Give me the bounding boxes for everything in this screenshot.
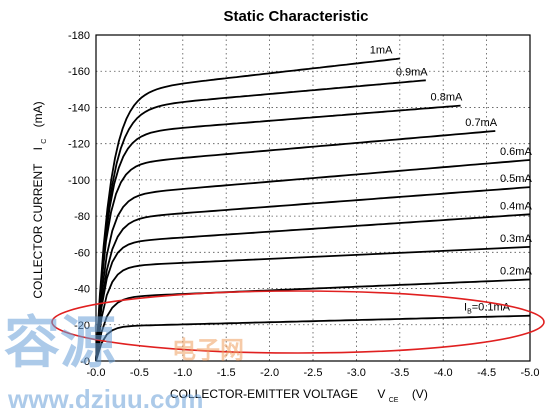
x-axis-symbol: V — [377, 387, 385, 401]
y-axis-title: COLLECTOR CURRENT — [31, 163, 45, 299]
x-axis-title: COLLECTOR-EMITTER VOLTAGE — [170, 387, 358, 401]
y-axis-symbol-sub: C — [41, 139, 48, 144]
grid — [96, 35, 530, 361]
y-axis-symbol: I — [31, 147, 45, 150]
y-tick-label: -160 — [68, 66, 90, 78]
watermark-small-text: 电子网 — [172, 337, 244, 364]
x-tick-label: -3.0 — [347, 367, 366, 379]
x-tick-labels: -0.0 -0.5 -1.0 -1.5 -2.0 -2.5 -3.0 -3.5 -4.0 -4.5… — [87, 367, 540, 379]
y-tick-label: -40 — [74, 284, 90, 296]
y-axis-label: COLLECTOR CURRENT I C (mA) — [31, 101, 49, 298]
curve-1 — [95, 314, 531, 362]
x-tick-label: -4.5 — [477, 367, 496, 379]
curve-label: 0.7mA — [465, 117, 497, 129]
y-tick-label: -140 — [68, 102, 90, 114]
y-tick-label: -20 — [74, 320, 90, 332]
curve-label: 0.6mA — [500, 146, 532, 158]
y-tick-label: -60 — [74, 247, 90, 259]
x-tick-label: -1.0 — [173, 367, 192, 379]
y-tick-label: -0 — [80, 356, 90, 368]
x-tick-label: -0.5 — [130, 367, 149, 379]
chart-title: Static Characteristic — [223, 8, 368, 25]
x-tick-label: -5.0 — [521, 367, 540, 379]
x-tick-label: -2.5 — [304, 367, 323, 379]
watermark-big-text: 容源 — [4, 311, 116, 374]
curve-label: 0.3mA — [500, 233, 532, 245]
curve-label: 1mA — [370, 45, 393, 57]
highlight-ellipse — [51, 290, 545, 354]
y-tick-label: -80 — [74, 211, 90, 223]
curve-4 — [95, 213, 531, 362]
curve-2 — [95, 278, 531, 362]
curve-5 — [95, 186, 531, 362]
curve-3 — [95, 246, 531, 362]
curve-7 — [95, 130, 496, 362]
curve-label: 0.9mA — [396, 66, 428, 78]
curve-6 — [95, 159, 531, 362]
y-tick-label: -100 — [68, 175, 90, 187]
curve-label: 0.2mA — [500, 266, 532, 278]
x-tick-label: -2.0 — [260, 367, 279, 379]
curve-10 — [95, 57, 400, 362]
x-tick-label: -4.0 — [434, 367, 453, 379]
x-tick-label: -3.5 — [390, 367, 409, 379]
y-tick-label: -180 — [68, 30, 90, 42]
curve-label: 0.4mA — [500, 200, 532, 212]
x-axis-label: COLLECTOR-EMITTER VOLTAGE V CE (V) — [170, 387, 428, 405]
curve-label: IB=0.1mA — [464, 302, 511, 316]
y-axis-unit: (mA) — [31, 101, 45, 127]
x-tick-label: -1.5 — [217, 367, 236, 379]
y-tick-labels: -180 -160 -140 -120 -100 -80 -60 -40 -20 -0 — [68, 30, 90, 368]
x-axis-symbol-sub: CE — [389, 397, 399, 404]
watermark: 容源 电子网 www.dziuu.com — [4, 311, 244, 414]
x-axis-unit: (V) — [412, 387, 428, 401]
x-tick-label: -0.0 — [87, 367, 106, 379]
y-tick-label: -120 — [68, 139, 90, 151]
curve-label: 0.5mA — [500, 173, 532, 185]
plot-frame — [95, 34, 531, 362]
curve-9 — [95, 79, 426, 362]
characteristic-curves — [95, 57, 531, 362]
curve-8 — [95, 104, 461, 362]
watermark-url: www.dziuu.com — [7, 384, 203, 414]
curve-label: 0.8mA — [431, 92, 463, 104]
